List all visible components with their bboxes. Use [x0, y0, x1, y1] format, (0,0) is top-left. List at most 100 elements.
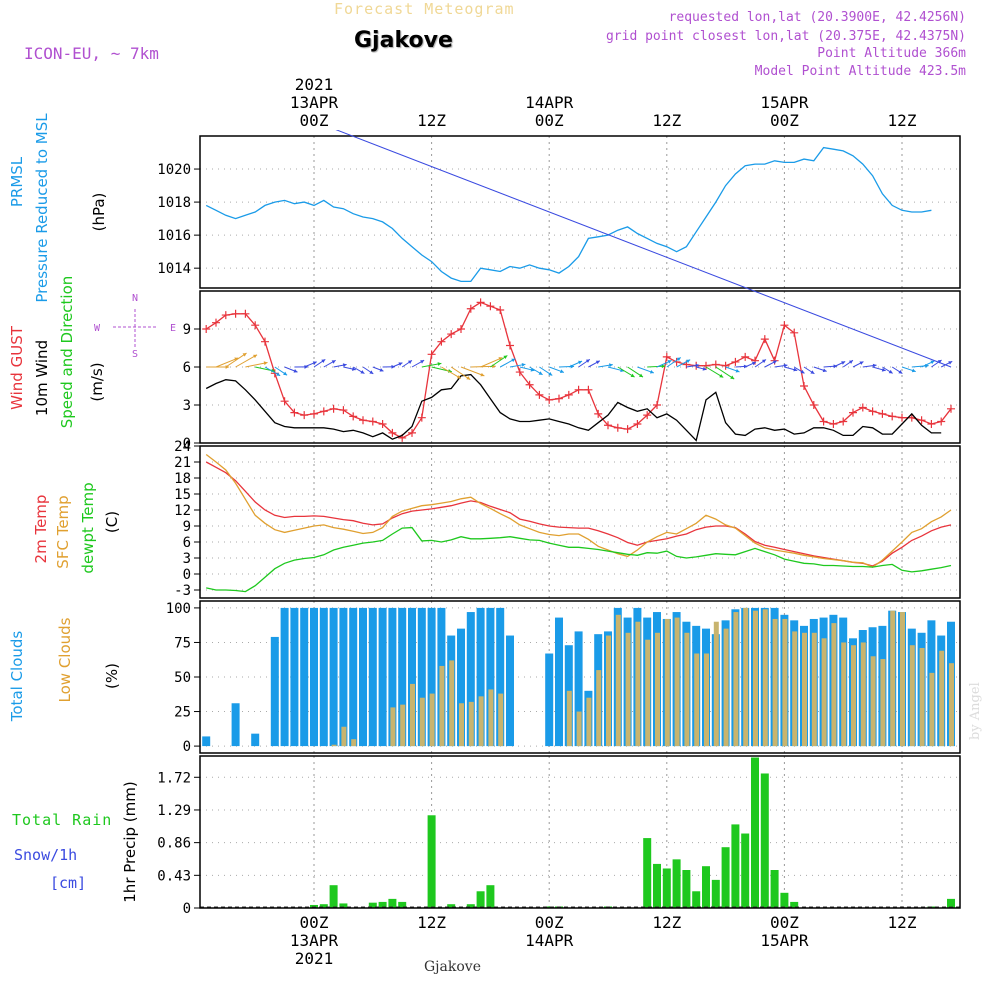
low-cloud-bar: [890, 610, 896, 747]
total-cloud-bar: [251, 733, 260, 747]
wind-arrowhead: [872, 363, 877, 368]
gust-point: [486, 302, 495, 311]
gust-point: [878, 409, 887, 418]
gust-point: [388, 428, 397, 437]
low-cloud-bar: [488, 689, 494, 747]
low-cloud-bar: [851, 645, 856, 747]
bottom-time-label: 00Z: [770, 913, 799, 932]
total-cloud-bar: [427, 607, 436, 747]
total-cloud-bar: [270, 636, 279, 747]
rain-bar: [721, 847, 730, 908]
low-cloud-bar: [410, 683, 415, 747]
compass-e: E: [170, 323, 176, 334]
low-cloud-bar: [331, 744, 337, 747]
low-cloud-bar: [860, 642, 866, 747]
model-point-altitude: Model Point Altitude 423.5m: [754, 64, 966, 79]
low-cloud-bar: [694, 653, 700, 747]
low-cloud-bar: [498, 693, 504, 747]
series-line-2m-temp: [205, 461, 952, 567]
wind-arrowhead: [530, 367, 535, 372]
low-cloud-bar: [743, 607, 749, 747]
rain-bar: [702, 866, 710, 908]
gust-point: [319, 407, 328, 416]
gust-point: [594, 409, 603, 418]
wind-arrowhead: [859, 361, 864, 365]
total-cloud-bar: [378, 607, 387, 747]
gust-point: [525, 380, 534, 389]
wind-arrowhead: [649, 369, 654, 374]
gust-point: [212, 318, 220, 327]
wind-arrowhead: [762, 359, 766, 364]
low-cloud-bar: [655, 632, 660, 747]
gust-point: [310, 409, 318, 418]
wind-10m-label: 10m Wind: [33, 340, 51, 416]
y-tick-label: 12: [174, 503, 191, 519]
gust-point: [702, 361, 710, 370]
total-cloud-bar: [457, 628, 465, 747]
gust-point: [819, 417, 828, 426]
rain-bar: [545, 906, 554, 908]
rain-bar: [466, 904, 475, 908]
wind-arrowhead: [898, 370, 903, 374]
wind-arrowhead: [511, 358, 516, 363]
total-cloud-bar: [290, 607, 299, 747]
gust-point: [800, 382, 808, 390]
gust-point: [408, 428, 416, 437]
gust-point: [417, 413, 426, 422]
gust-point: [643, 411, 652, 420]
total-rain-legend: Total Rain: [12, 811, 112, 829]
gust-point: [947, 404, 955, 413]
wind-arrowhead: [881, 367, 886, 372]
compass-w: W: [94, 323, 101, 334]
total-cloud-bar: [506, 635, 514, 747]
gust-point: [623, 425, 632, 434]
total-cloud-bar: [339, 607, 348, 747]
gust-point: [858, 403, 867, 412]
clouds-panel: 0 25 50 75 100: [166, 600, 961, 755]
wind-arrowhead: [630, 373, 635, 378]
rain-bar: [682, 870, 691, 908]
bottom-time-label: 14APR: [525, 931, 574, 950]
total-cloud-bar: [202, 736, 211, 747]
low-cloud-bar: [351, 739, 357, 747]
location-title: Gjakove: [354, 28, 453, 53]
gust-point: [349, 412, 358, 421]
clouds-plot: [202, 607, 955, 747]
requested-coords: requested lon,lat (20.3900E, 42.4256N): [668, 10, 966, 25]
wind-arrowhead: [661, 364, 666, 369]
y-tick-label: 0.86: [157, 836, 191, 852]
grid-point-coords: grid point closest lon,lat (20.375E, 42.…: [605, 29, 966, 44]
rain-bar: [672, 859, 681, 908]
snow-legend: Snow/1h: [14, 846, 77, 864]
gust-point: [457, 325, 465, 333]
gust-point: [300, 411, 309, 420]
gust-point: [751, 356, 759, 365]
wind-arrowhead: [304, 364, 308, 369]
chart-title: Forecast Meteogram: [334, 0, 515, 18]
clouds-frame: [199, 600, 961, 754]
total-cloud-bar: [231, 703, 240, 747]
total-cloud-bar: [486, 607, 495, 747]
wind-plot: [202, 298, 955, 442]
y-tick-label: 9: [183, 322, 191, 338]
low-cloud-bar: [753, 610, 758, 747]
wind-arrowhead: [538, 371, 543, 375]
low-cloud-bar: [909, 645, 915, 747]
low-cloud-bar: [664, 618, 670, 747]
rain-bar: [339, 903, 348, 908]
total-cloud-bar: [496, 607, 505, 747]
y-tick-label: 1016: [157, 228, 191, 244]
wind-arrowhead: [702, 366, 707, 371]
y-tick-label: 21: [174, 455, 191, 471]
total-cloud-bar: [368, 607, 377, 747]
rain-bar: [770, 870, 779, 908]
gust-point: [221, 311, 230, 320]
bottom-time-label: 00Z: [535, 913, 564, 932]
pressure-label-short: PRMSL: [8, 156, 26, 207]
low-cloud-bar: [586, 697, 592, 747]
wind-arrowhead: [379, 368, 384, 372]
gust-point: [809, 401, 818, 409]
total-cloud-bar: [280, 607, 289, 747]
gust-point: [339, 406, 348, 415]
wind-arrow: [225, 352, 247, 368]
